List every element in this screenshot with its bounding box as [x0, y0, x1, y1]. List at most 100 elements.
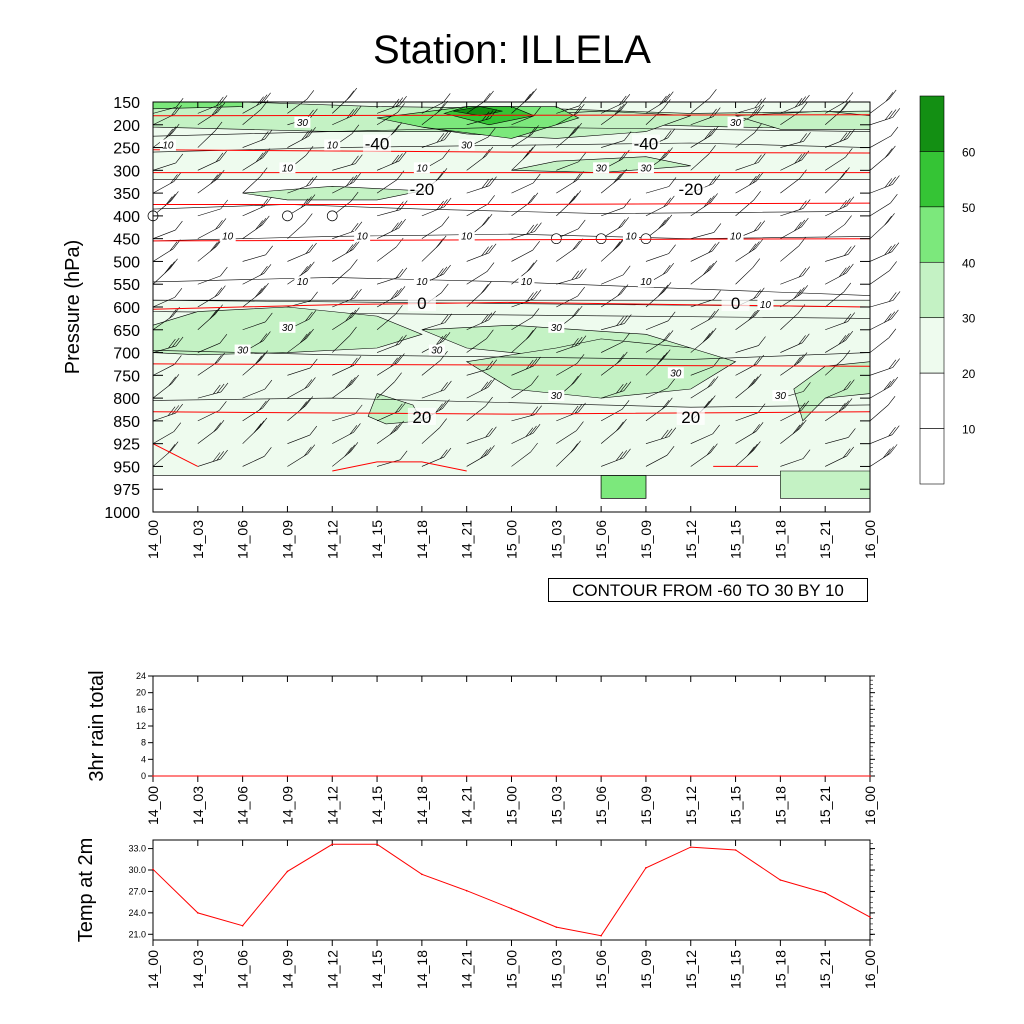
- wind-barb-14: [780, 94, 810, 114]
- wind-barb-228: [466, 378, 496, 399]
- wind-barb-42: [511, 125, 539, 148]
- pressure-tick-label-15: 925: [113, 437, 140, 454]
- wind-barb-267: [690, 424, 720, 444]
- wind-barb-145: [556, 268, 587, 285]
- wind-barb-35: [197, 121, 223, 148]
- time-tick-label-1: 14_03: [190, 520, 206, 559]
- contour-label-18: 10: [760, 300, 772, 311]
- wind-barb-84: [869, 175, 900, 194]
- colorbar-box-0: [919, 95, 945, 152]
- wind-barb-278: [421, 447, 452, 467]
- temperature-label-2: -20: [410, 180, 435, 199]
- wind-barb-18: [197, 102, 226, 126]
- wind-barb-139: [287, 261, 315, 285]
- temp-point-12: [689, 846, 692, 848]
- wind-barb-24: [466, 109, 498, 126]
- contour-label-21: 30: [551, 323, 563, 334]
- colorbar-box-5: [919, 372, 945, 429]
- rain-xtick-label-0: 14_00: [145, 786, 161, 825]
- wind-barb-185: [825, 312, 855, 331]
- temp-xtick-label-0: 14_00: [145, 950, 161, 989]
- time-tick-label-3: 14_09: [279, 520, 295, 559]
- wind-barb-97: [690, 193, 718, 217]
- wind-barb-168: [824, 282, 852, 308]
- wind-barb-248: [600, 400, 630, 422]
- wind-barb-126: [466, 243, 497, 262]
- temp-point-11: [645, 867, 647, 869]
- rain-xtick-label-10: 15_06: [593, 786, 609, 825]
- wind-barb-153: [152, 288, 183, 308]
- wind-barb-208: [332, 356, 362, 376]
- temperature-label-4: 0: [417, 294, 426, 313]
- wind-barb-127: [511, 240, 540, 262]
- wind-barb-108: [421, 216, 450, 239]
- rain-point-12: [689, 775, 692, 777]
- wind-barb-281: [556, 440, 581, 467]
- rain-point-2: [241, 775, 244, 777]
- wind-barb-182: [690, 308, 719, 331]
- pressure-tick-label-3: 300: [113, 163, 140, 180]
- colorbar-label-4: 50: [962, 201, 976, 215]
- wind-barb-55: [332, 154, 363, 171]
- rain-point-4: [331, 775, 334, 777]
- temp-xtick-label-14: 15_18: [772, 950, 788, 989]
- contour-label-14: 10: [297, 277, 309, 288]
- pressure-axis-label: Pressure (hPa): [62, 240, 84, 375]
- wind-barb-224: [287, 377, 316, 399]
- time-tick-label-15: 15_21: [817, 520, 833, 559]
- wind-barb-274: [242, 447, 272, 467]
- temperature-label-1: -40: [634, 135, 659, 154]
- wind-barb-155: [242, 283, 269, 308]
- contour-label-3: 10: [327, 141, 339, 152]
- wind-barb-0: [152, 97, 184, 114]
- wind-barb-46: [690, 126, 719, 148]
- contour-label-9: 10: [222, 232, 234, 243]
- temp-xtick-label-16: 16_00: [862, 950, 878, 989]
- wind-barb-48: [780, 132, 811, 148]
- temp-xtick-label-2: 14_06: [235, 950, 251, 989]
- wind-barb-146: [601, 265, 631, 285]
- calm-circle-5: [640, 233, 652, 245]
- wind-barb-11: [645, 91, 674, 114]
- wind-barb-188: [197, 333, 228, 353]
- temperature-contour-3: [153, 202, 871, 205]
- colorbar-label-2: 30: [962, 312, 976, 326]
- wind-barb-187: [152, 336, 184, 353]
- wind-barb-227: [421, 380, 452, 399]
- wind-barb-92: [466, 195, 495, 217]
- wind-barb-157: [332, 288, 362, 308]
- temp-point-1: [197, 912, 199, 914]
- wind-barb-16: [869, 89, 897, 114]
- rain-xtick-label-7: 14_21: [459, 786, 475, 825]
- pressure-tick-label-0: 150: [113, 95, 140, 112]
- temp-point-2: [241, 924, 244, 927]
- rain-point-9: [555, 775, 558, 777]
- rain-point-7: [465, 775, 468, 777]
- rain-axis-label: 3hr rain total: [86, 670, 108, 781]
- wind-barb-68: [152, 172, 182, 194]
- temperature-label-5: 0: [731, 294, 740, 313]
- pressure-tick-label-18: 1000: [104, 505, 140, 522]
- rain-point-8: [510, 775, 513, 777]
- colorbar-box-6: [919, 428, 945, 485]
- wind-barb-47: [735, 123, 762, 148]
- time-tick-label-10: 15_06: [593, 520, 609, 559]
- rain-xtick-label-6: 14_18: [414, 786, 430, 825]
- wind-barb-242: [332, 404, 363, 422]
- temp-ytick-label-1: 24.0: [128, 908, 146, 918]
- wind-barb-253: [825, 398, 853, 422]
- time-tick-label-4: 14_12: [324, 520, 340, 559]
- wind-barb-44: [601, 131, 632, 148]
- contour-line-0: [152, 142, 871, 153]
- contour-line-1: [152, 126, 871, 137]
- temperature-contour-9: [332, 461, 467, 472]
- wind-barb-212: [511, 356, 541, 376]
- contour-info-box: CONTOUR FROM -60 TO 30 BY 10: [548, 578, 868, 602]
- temp-point-7: [465, 889, 468, 892]
- temperature-contour-5: [152, 301, 871, 310]
- pressure-tick-label-10: 650: [113, 323, 140, 340]
- wind-barb-194: [466, 329, 494, 353]
- wind-barb-257: [242, 417, 268, 444]
- temp-xtick-label-8: 15_00: [504, 950, 520, 989]
- wind-barb-231: [601, 381, 632, 399]
